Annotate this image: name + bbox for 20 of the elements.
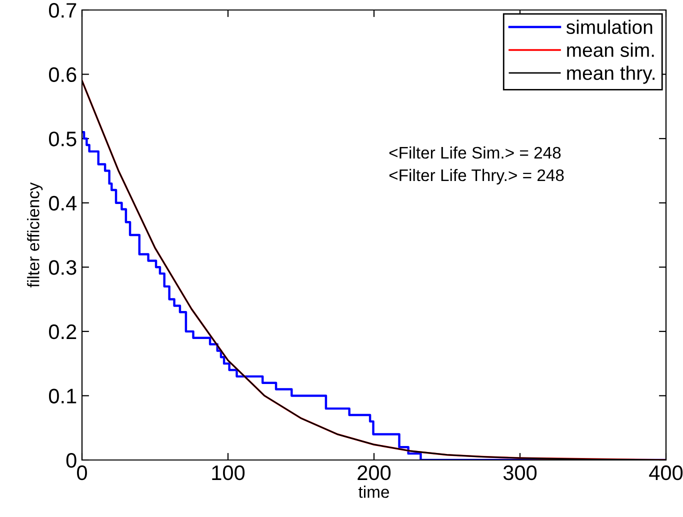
x-tick-label: 200 <box>358 465 391 480</box>
x-tick-label: 300 <box>503 465 537 480</box>
y-tick-label: 0.5 <box>48 132 76 146</box>
x-axis-title: time <box>358 486 390 498</box>
legend-label: simulation <box>566 20 652 34</box>
y-tick-label: 0.7 <box>48 3 76 18</box>
x-tick-label: 100 <box>212 465 245 480</box>
y-tick-label: 0.1 <box>48 388 76 404</box>
annotation: <Filter Life Sim.> = 248 <box>389 146 561 159</box>
y-tick-label: 0.4 <box>48 196 77 211</box>
x-tick-label: 0 <box>77 465 87 480</box>
annotation: <Filter Life Thry.> = 248 <box>389 168 564 184</box>
y-axis-title: filter efficiency <box>27 182 43 288</box>
legend-label: mean sim. <box>567 42 654 57</box>
y-tick-label: 0.2 <box>48 324 76 340</box>
legend-label: mean thry. <box>567 66 655 84</box>
y-tick-label: 0.3 <box>48 260 76 275</box>
y-tick-label: 0 <box>66 453 76 468</box>
x-tick-label: 400 <box>649 465 683 480</box>
y-tick-label: 0.6 <box>48 67 76 82</box>
